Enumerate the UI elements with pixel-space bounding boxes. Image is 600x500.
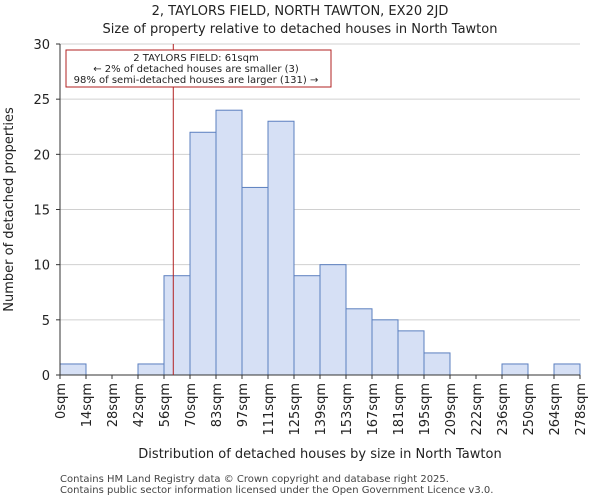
histogram-bar <box>189 131 217 376</box>
histogram-bar <box>553 363 581 376</box>
footer-line-2: Contains public sector information licen… <box>60 485 494 496</box>
y-axis-label: Number of detached properties <box>2 107 17 312</box>
y-tick-label: 20 <box>33 148 50 163</box>
chart-subtitle: Size of property relative to detached ho… <box>102 22 498 37</box>
histogram-bars <box>59 109 581 376</box>
x-tick-label: 195sqm <box>418 383 433 436</box>
histogram-bar <box>163 275 191 376</box>
histogram-bar <box>241 186 269 376</box>
x-tick-label: 209sqm <box>444 383 459 436</box>
y-tick-label: 10 <box>33 259 50 274</box>
x-tick-label: 264sqm <box>548 383 563 436</box>
histogram-bar <box>267 120 295 376</box>
x-tick-label: 28sqm <box>106 383 121 427</box>
footer-line-1: Contains HM Land Registry data © Crown c… <box>60 474 449 485</box>
annotation-line-1: 2 TAYLORS FIELD: 61sqm <box>133 53 258 64</box>
x-tick-label: 42sqm <box>132 383 147 427</box>
x-tick-label: 0sqm <box>54 383 69 419</box>
histogram-bar <box>345 308 373 376</box>
annotation-box <box>65 49 332 88</box>
x-tick-label: 139sqm <box>314 383 329 436</box>
x-tick-label: 111sqm <box>262 383 277 436</box>
annotation-line-2: ← 2% of detached houses are smaller (3) <box>93 64 299 75</box>
x-tick-label: 97sqm <box>236 383 251 427</box>
x-tick-label: 83sqm <box>210 383 225 427</box>
y-tick-label: 25 <box>33 93 50 108</box>
x-tick-label: 222sqm <box>470 383 485 436</box>
x-tick-label: 14sqm <box>80 383 95 427</box>
x-tick-label: 56sqm <box>158 383 173 427</box>
y-axis: 0 5 10 15 20 25 30 <box>33 38 61 384</box>
y-tick-label: 5 <box>42 314 50 329</box>
x-tick-label: 125sqm <box>288 383 303 436</box>
x-axis-label: Distribution of detached houses by size … <box>138 447 501 462</box>
histogram-bar <box>501 363 529 376</box>
x-tick-label: 181sqm <box>392 383 407 436</box>
x-tick-label: 70sqm <box>184 383 199 427</box>
x-axis: 0sqm 14sqm 28sqm 42sqm 56sqm 70sqm 83sqm 97sqm 1… <box>54 374 589 436</box>
histogram-bar <box>397 330 425 376</box>
histogram-bar <box>137 363 165 376</box>
y-tick-label: 15 <box>33 204 50 219</box>
x-tick-label: 250sqm <box>522 383 537 436</box>
x-tick-label: 153sqm <box>340 383 355 436</box>
annotation-line-3: 98% of semi-detached houses are larger (… <box>74 75 319 86</box>
histogram-bar <box>319 264 347 376</box>
chart-title: 2, TAYLORS FIELD, NORTH TAWTON, EX20 2JD <box>151 4 449 19</box>
histogram-bar <box>423 352 451 376</box>
y-tick-label: 0 <box>42 369 50 384</box>
x-tick-label: 278sqm <box>574 383 589 436</box>
histogram-bar <box>371 319 399 376</box>
histogram-bar <box>293 275 321 376</box>
y-tick-label: 30 <box>33 38 50 53</box>
x-tick-label: 236sqm <box>496 383 511 436</box>
histogram-bar <box>59 363 87 376</box>
histogram-bar <box>215 109 243 376</box>
x-tick-label: 167sqm <box>366 383 381 436</box>
